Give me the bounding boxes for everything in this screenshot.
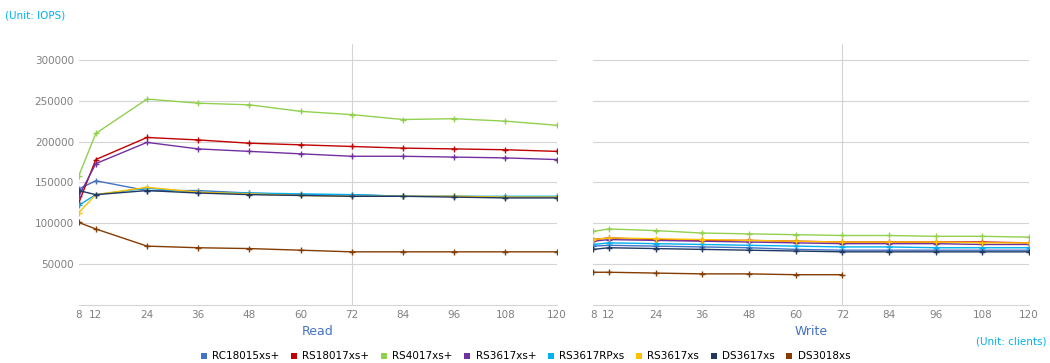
X-axis label: Read: Read: [301, 325, 334, 338]
X-axis label: Write: Write: [795, 325, 827, 338]
Text: (Unit: clients): (Unit: clients): [976, 337, 1047, 347]
Legend: RC18015xs+, RS18017xs+, RS4017xs+, RS3617xs+, RS3617RPxs, RS3617xs, DS3617xs, DS: RC18015xs+, RS18017xs+, RS4017xs+, RS361…: [200, 351, 851, 362]
Text: (Unit: IOPS): (Unit: IOPS): [5, 11, 65, 21]
